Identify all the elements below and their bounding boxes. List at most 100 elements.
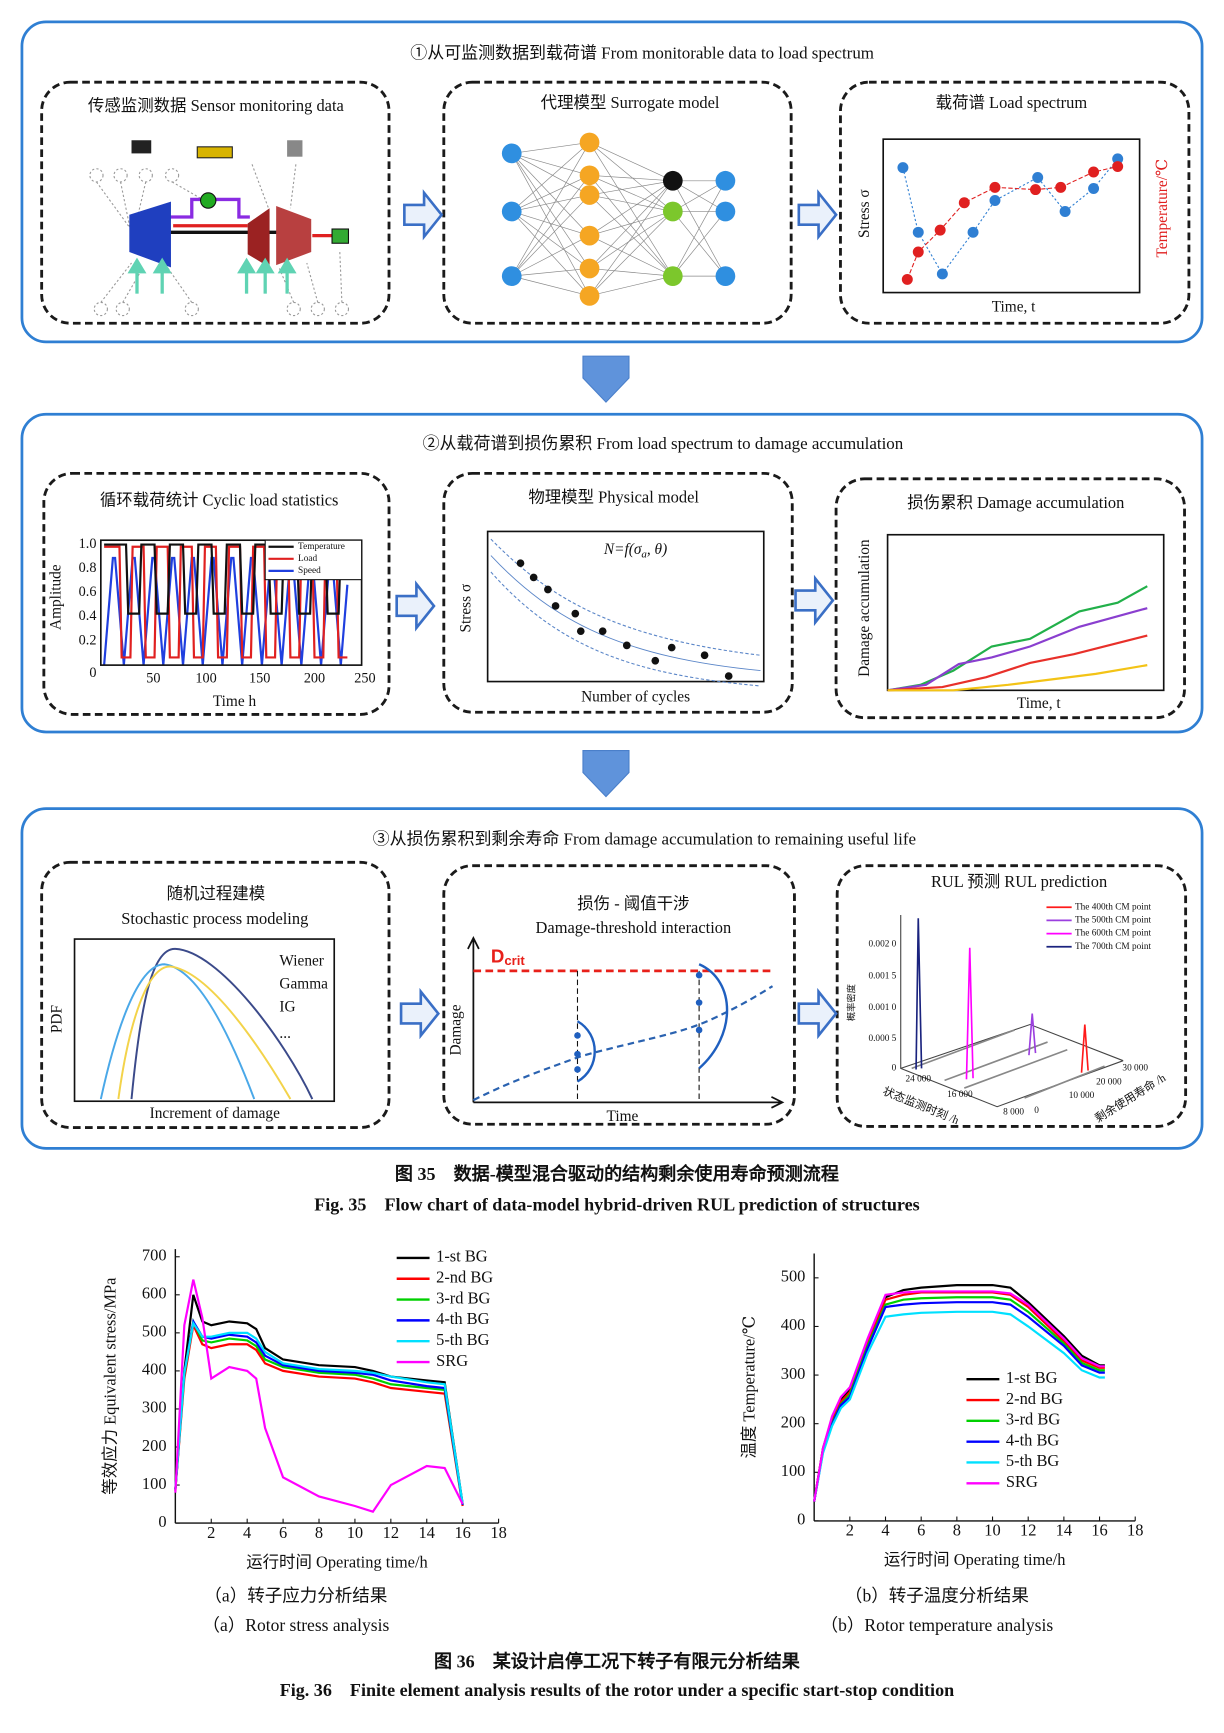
threshold-label: Dcrit <box>491 946 526 969</box>
axis-label: 概率密度 <box>846 984 858 1021</box>
axes <box>467 936 785 1109</box>
tick-label: 0.001 0 <box>868 1003 896 1013</box>
nn-edge <box>589 211 674 297</box>
x-tick-label: 16 <box>1091 1521 1107 1540</box>
x-tick-label: 8 <box>953 1521 961 1540</box>
dashed-box <box>42 471 391 716</box>
nn-node <box>662 170 683 191</box>
formula-sub: a <box>641 548 647 560</box>
legend-label: 5-th BG <box>1006 1451 1060 1470</box>
axis-label: Time, t <box>1017 695 1061 712</box>
y-tick-label: 400 <box>142 1360 167 1379</box>
plot-frame <box>100 539 363 666</box>
pdf-spike <box>915 918 923 1070</box>
axis-label: Time <box>607 1108 639 1125</box>
panel <box>20 807 1204 1150</box>
nn-edge <box>511 153 590 269</box>
panel <box>20 20 1204 344</box>
legend-label: ... <box>279 1025 291 1042</box>
nn-node <box>579 185 600 205</box>
sketch-points <box>551 602 560 610</box>
nn-node <box>662 266 683 286</box>
tick-label: 0.002 0 <box>868 940 896 950</box>
legend-label: 1-st BG <box>436 1247 488 1266</box>
sketch-points <box>574 1032 581 1039</box>
nn-edge <box>589 142 673 182</box>
engine-diagram <box>129 201 171 268</box>
nn-edge <box>589 174 673 182</box>
sketch-points <box>1032 172 1044 183</box>
dashed-box <box>834 477 1186 720</box>
nn-edge <box>589 235 673 277</box>
axis-label: Number of cycles <box>581 689 690 706</box>
engine-diagram <box>127 257 147 274</box>
box-title: 损伤 - 阈值干涉 <box>577 894 689 913</box>
x-tick-label: 2 <box>846 1521 854 1540</box>
series-line <box>174 1317 464 1505</box>
baseline-sketch <box>911 1029 1105 1099</box>
tick-label: 0 <box>89 665 96 681</box>
nn-node <box>662 201 683 222</box>
legend-label: 2-nd BG <box>1006 1389 1063 1408</box>
sketch-points <box>574 1050 581 1058</box>
engine-diagram <box>255 257 275 274</box>
nn-node <box>501 201 522 222</box>
dashed-box <box>835 864 1188 1128</box>
panel-title: ③从损伤累积到剩余寿命 From damage accumulation to … <box>373 829 916 848</box>
panel-title: ①从可监测数据到载荷谱 From monitorable data to loa… <box>410 44 874 63</box>
nn-node <box>501 143 522 164</box>
nn-edge <box>511 211 590 297</box>
nn-node <box>579 258 600 279</box>
formula-text: , θ) <box>647 541 667 558</box>
x-tick-label: 12 <box>1020 1521 1036 1540</box>
axis-label: Damage <box>447 1004 464 1055</box>
sketch-points <box>598 627 607 635</box>
sketch-points <box>574 971 703 1073</box>
legend-label: Gamma <box>279 976 328 993</box>
formula: N=f(σa, θ) <box>603 541 667 560</box>
nn-edge <box>511 153 590 176</box>
tick-label: 1.0 <box>79 536 97 552</box>
tick-label: 0.4 <box>79 608 97 624</box>
legend-label: 3-rd BG <box>436 1288 490 1307</box>
engine-diagram <box>127 257 297 294</box>
figure-caption: Fig. 35 Flow chart of data-model hybrid-… <box>314 1195 919 1215</box>
box-title: RUL 预测 RUL prediction <box>931 872 1107 891</box>
sketch-points <box>529 573 538 582</box>
sketch-line <box>887 607 1148 692</box>
axis-label: Stress σ <box>457 583 474 632</box>
pdf-spike <box>965 947 974 1080</box>
legend-label: 3-rd BG <box>1006 1410 1060 1429</box>
sketch-points <box>1088 166 1100 178</box>
y-axis-label: 等效应力 Equivalent stress/MPa <box>101 1277 120 1495</box>
box-title: 载荷谱 Load spectrum <box>936 93 1088 112</box>
y-tick-label: 100 <box>142 1474 167 1493</box>
y-tick-label: 300 <box>781 1364 806 1383</box>
nn-edge <box>672 211 726 277</box>
tick-label: 0.001 5 <box>868 971 896 981</box>
series-line <box>174 1321 464 1507</box>
sketch-line <box>902 158 1119 275</box>
nn-edge <box>589 180 674 297</box>
legend-label: 4-th BG <box>1006 1430 1060 1449</box>
nn-edge <box>589 180 674 269</box>
legend-label: SRG <box>436 1351 468 1370</box>
y-tick-label: 100 <box>781 1461 806 1480</box>
dashed-box <box>40 860 391 1129</box>
x-tick-label: 8 <box>315 1523 323 1542</box>
chart-caption: （b）Rotor temperature analysis <box>821 1615 1054 1635</box>
x-tick-label: 4 <box>881 1521 889 1540</box>
sketch-line <box>698 963 729 1070</box>
sketch-points <box>967 226 979 238</box>
neural-network <box>501 132 736 306</box>
threshold-sub: crit <box>504 954 525 969</box>
sketch-points <box>1059 206 1071 217</box>
nn-edge <box>511 268 590 277</box>
nn-edge <box>511 153 590 236</box>
y-axis-label: 温度 Temperature/℃ <box>739 1316 758 1459</box>
series-line <box>174 1279 464 1513</box>
series-line <box>174 1294 464 1505</box>
x-tick-label: 10 <box>984 1521 1000 1540</box>
box-subtitle: Damage-threshold interaction <box>536 918 732 937</box>
